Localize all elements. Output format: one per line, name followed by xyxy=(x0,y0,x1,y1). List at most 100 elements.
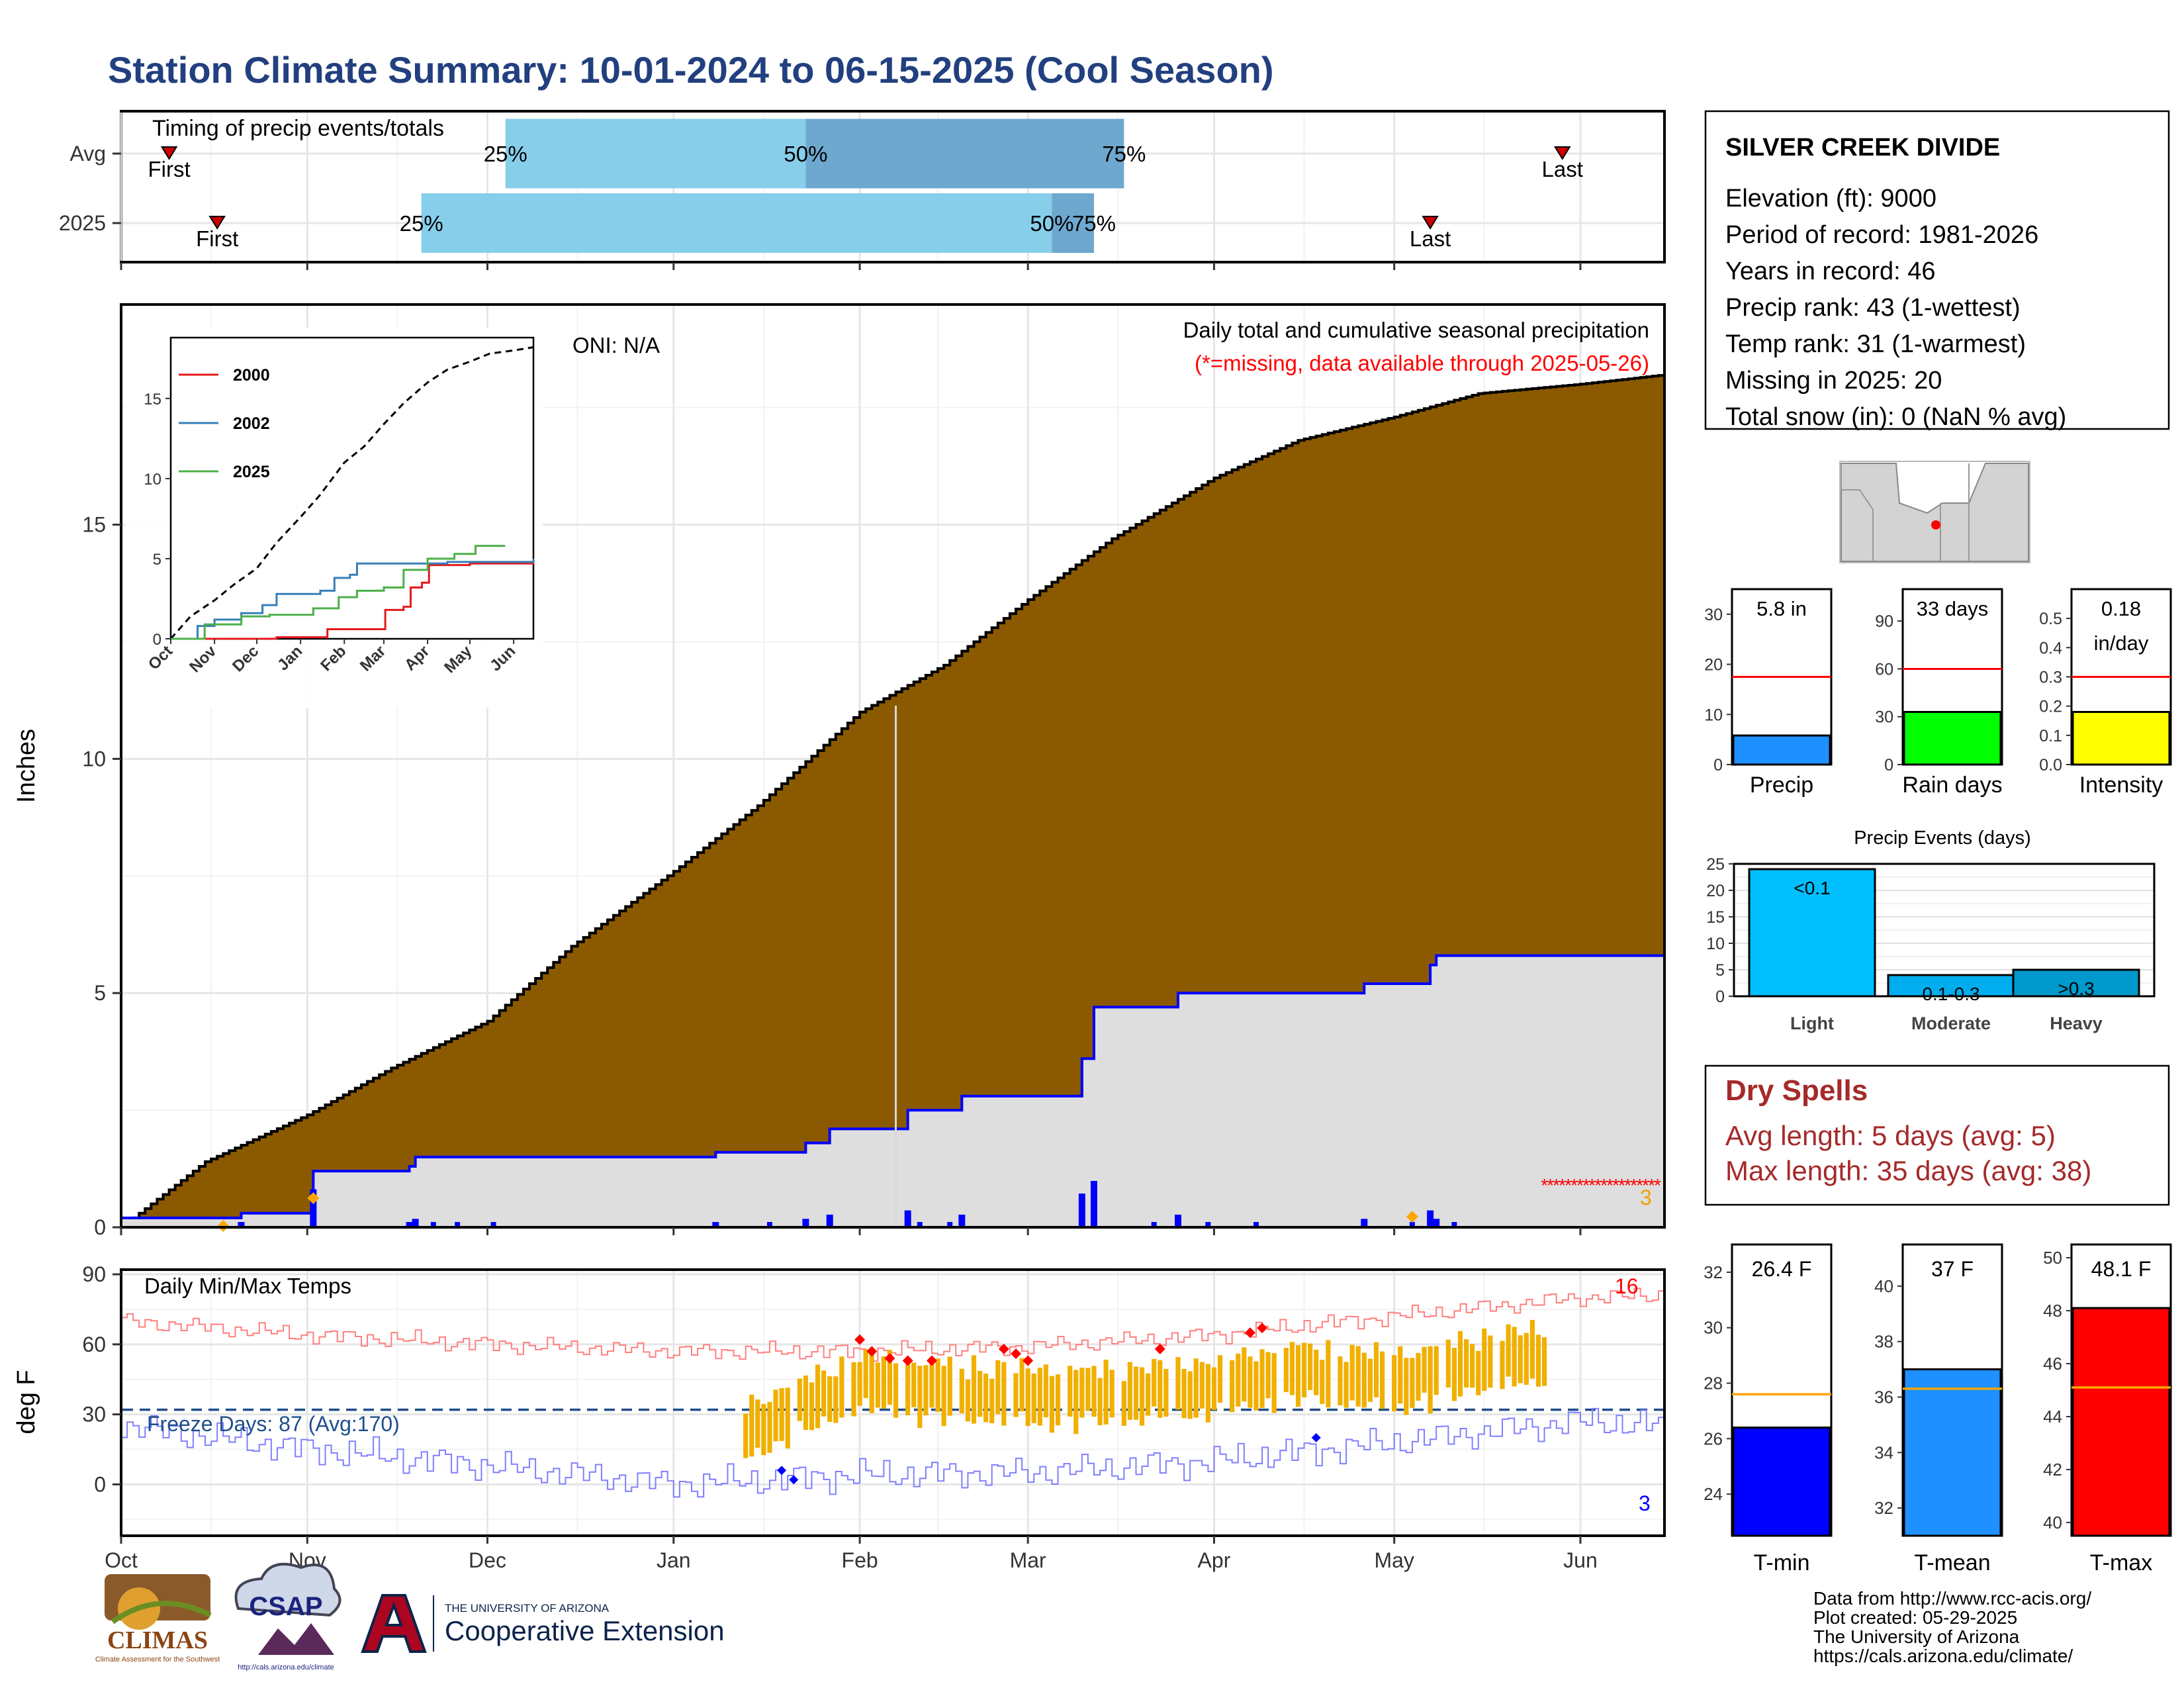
daily-precip-bar xyxy=(310,1189,317,1227)
daily-temp-range-bar xyxy=(1500,1340,1505,1389)
daily-temp-range-bar xyxy=(893,1363,899,1418)
mini-bar-y-tick-label: 10 xyxy=(1704,706,1723,724)
daily-temp-range-bar xyxy=(1433,1346,1439,1395)
daily-temp-range-bar xyxy=(947,1356,952,1416)
mini-bar-y-tick-label: 30 xyxy=(1704,606,1723,624)
climas-logo-subtext: Climate Assessment for the Southwest xyxy=(95,1656,220,1664)
mini-bar-y-tick-label: 0 xyxy=(1884,756,1893,774)
daily-temp-range-bar xyxy=(809,1382,815,1430)
daily-temp-range-bar xyxy=(1139,1367,1145,1426)
missing-data-marker: * xyxy=(1606,1175,1614,1196)
last-event-label: Last xyxy=(1410,226,1451,251)
timing-panel: Timing of precip events/totals Avg First L… xyxy=(59,110,1666,270)
daily-temp-range-bar xyxy=(785,1387,790,1449)
daily-temp-range-bar xyxy=(977,1370,983,1417)
daily-temp-range-bar xyxy=(869,1350,874,1413)
daily-temp-range-bar xyxy=(1524,1333,1529,1385)
inset-y-tick-label: 15 xyxy=(144,391,161,408)
mini-bar-y-tick-label: 60 xyxy=(1875,660,1893,679)
inset-y-tick-label: 0 xyxy=(153,631,161,649)
daily-precip-bar xyxy=(455,1222,461,1227)
missing-note: (*=missing, data available through 2025-… xyxy=(1195,351,1649,375)
daily-temp-range-bar xyxy=(1283,1348,1289,1393)
daily-temp-range-bar xyxy=(929,1363,934,1408)
daily-precip-bar xyxy=(802,1219,809,1227)
missing-data-marker: * xyxy=(1654,1175,1661,1196)
temp-panel-title: Daily Min/Max Temps xyxy=(144,1274,351,1298)
p50-label: 50% xyxy=(784,142,827,166)
inset-legend-label: 2002 xyxy=(233,414,270,433)
p25-label: 25% xyxy=(484,142,527,166)
temp-summary-t-mean: 37 F T-mean 32 34 36 38 40 xyxy=(1874,1243,2003,1575)
daily-temp-range-bar xyxy=(1314,1349,1319,1395)
temp-x-tick-label: Oct xyxy=(105,1548,138,1572)
temp-y-tick-label: 60 xyxy=(82,1333,106,1356)
daily-temp-range-bar xyxy=(755,1399,760,1448)
missing-data-marker: * xyxy=(1547,1175,1554,1196)
temp-summary-y-tick-label: 26 xyxy=(1704,1429,1723,1448)
mini-bar-y-tick-label: 90 xyxy=(1875,612,1893,631)
daily-temp-range-bar xyxy=(1097,1378,1103,1426)
mini-bar-y-tick-label: 0.3 xyxy=(2039,669,2062,687)
daily-temp-range-bar xyxy=(1037,1368,1042,1426)
timing-q50-q75-bar xyxy=(805,118,1124,189)
daily-temp-range-bar xyxy=(1055,1374,1061,1426)
temp-x-tick-label: Mar xyxy=(1010,1548,1046,1572)
daily-temp-range-bar xyxy=(1146,1373,1151,1416)
first-event-marker xyxy=(160,146,178,160)
daily-temp-range-bar xyxy=(995,1360,1001,1415)
station-elevation: Elevation (ft): 9000 xyxy=(1725,185,1936,212)
events-bar-label: >0.3 xyxy=(2058,978,2094,999)
temp-summary-y-tick-label: 24 xyxy=(1704,1484,1723,1504)
daily-temp-range-bar xyxy=(1013,1373,1019,1417)
temp-summary-y-tick-label: 32 xyxy=(1874,1498,1893,1518)
credit-website: https://cals.arizona.edu/climate/ xyxy=(1813,1646,2073,1666)
daily-temp-range-bar xyxy=(1236,1353,1241,1407)
timing-row-label: 2025 xyxy=(59,211,106,235)
ua-extension-text: Cooperative Extension xyxy=(445,1615,725,1646)
daily-precip-bar xyxy=(1205,1222,1211,1227)
temp-summary-y-tick-label: 40 xyxy=(1874,1276,1893,1296)
daily-temp-range-bar xyxy=(1271,1352,1277,1413)
daily-temp-range-bar xyxy=(761,1403,766,1456)
events-y-tick-label: 15 xyxy=(1706,908,1725,927)
missing-data-marker: * xyxy=(1648,1175,1655,1196)
mini-bar-category-label: Precip xyxy=(1750,773,1813,798)
record-high-marker xyxy=(1244,1327,1255,1338)
station-box: SILVER CREEK DIVIDE Elevation (ft): 9000… xyxy=(1704,110,2170,431)
climas-logo: CLIMAS Climate Assessment for the Southw… xyxy=(95,1574,220,1664)
temp-summary-label: T-min xyxy=(1754,1550,1810,1575)
daily-temp-range-bar xyxy=(1248,1356,1253,1408)
daily-temp-range-bar xyxy=(1482,1329,1487,1391)
daily-temp-range-bar xyxy=(773,1389,778,1442)
daily-temp-range-bar xyxy=(851,1362,856,1417)
daily-temp-range-bar xyxy=(887,1350,893,1405)
daily-temp-range-bar xyxy=(1379,1351,1385,1409)
mini-bar-y-tick-label: 0.4 xyxy=(2039,639,2062,657)
temp-panel-frame xyxy=(120,1268,1666,1537)
daily-temp-range-bar xyxy=(1295,1345,1301,1407)
record-high-marker xyxy=(884,1353,895,1364)
daily-temp-range-bar xyxy=(821,1370,827,1417)
missing-data-marker: * xyxy=(1636,1175,1643,1196)
daily-temp-range-bar xyxy=(989,1378,995,1424)
mini-bar-y-tick-label: 0.5 xyxy=(2039,610,2062,628)
daily-precip-bar xyxy=(412,1219,419,1227)
daily-temp-range-bar xyxy=(1367,1358,1373,1402)
events-bar-label: 0.1-0.3 xyxy=(1922,984,1979,1004)
events-bar-light xyxy=(1748,868,1876,998)
precip-ylabel: Inches xyxy=(13,729,40,803)
daily-precip-bar xyxy=(1151,1222,1157,1227)
daily-temp-range-bar xyxy=(1175,1357,1181,1410)
daily-precip-bar xyxy=(917,1222,923,1227)
daily-precip-bar xyxy=(490,1222,496,1227)
precip-y-tick-label: 15 xyxy=(82,513,106,537)
temp-x-tick-label: Jan xyxy=(657,1548,691,1572)
missing-data-marker: * xyxy=(1612,1175,1619,1196)
last-event-marker xyxy=(1422,216,1439,230)
daily-temp-range-bar xyxy=(1398,1346,1403,1404)
daily-temp-range-bar xyxy=(1343,1362,1349,1408)
csap-logo-text: CSAP xyxy=(249,1592,322,1621)
max-record-count: 16 xyxy=(1615,1274,1639,1298)
daily-precip-bar xyxy=(958,1214,966,1227)
